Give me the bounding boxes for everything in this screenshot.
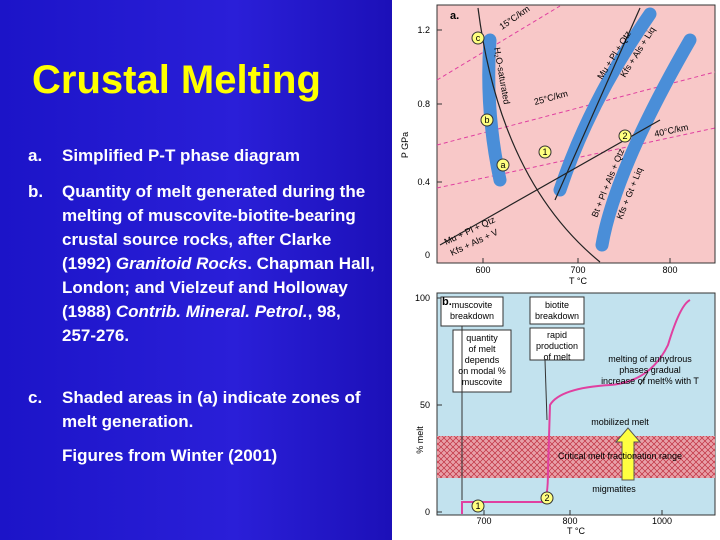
box-text: rapid: [547, 330, 567, 340]
label: Critical melt fractionation range: [558, 451, 682, 461]
box-text: muscovite: [452, 300, 493, 310]
marker: 1: [475, 501, 480, 511]
note: Figures from Winter (2001): [62, 446, 278, 465]
item: a. Simplified P-T phase diagram: [28, 144, 378, 168]
text-segment: , 98, 257-276.: [62, 302, 341, 345]
box-text: breakdown: [450, 311, 494, 321]
item-text: Simplified P-T phase diagram: [62, 144, 378, 168]
marker: b: [484, 115, 489, 125]
x-axis-label: T °C: [567, 526, 585, 536]
y-tick: 1.2: [417, 25, 430, 35]
box-text: of melt: [543, 352, 571, 362]
y-tick: 0: [425, 507, 430, 517]
box-text: increase of melt% with T: [601, 376, 699, 386]
marker: 1: [542, 147, 547, 157]
y-tick: 100: [415, 293, 430, 303]
marker: a: [500, 160, 505, 170]
x-tick: 700: [570, 265, 585, 275]
melt-curve: [461, 299, 691, 514]
box-text: biotite: [545, 300, 569, 310]
text-panel: Crustal Melting a. Simplified P-T phase d…: [0, 0, 392, 540]
x-tick: 600: [475, 265, 490, 275]
box-text: quantity: [466, 333, 498, 343]
text-segment: Shaded areas in (a) indicate zones of me…: [62, 388, 361, 431]
item-label: b.: [28, 182, 44, 201]
y-tick: 50: [420, 400, 430, 410]
text-segment: . Chapman Hall, London; and Vielzeuf and…: [62, 254, 375, 321]
x-axis-label: T °C: [569, 276, 587, 286]
box-text: muscovite: [462, 377, 503, 387]
text-segment: Granitoid Rocks: [115, 254, 248, 273]
text-segment: Quantity of melt generated during the me…: [62, 182, 366, 273]
text-segment: Contrib. Mineral. Petrol.: [115, 302, 308, 321]
marker: 2: [622, 131, 627, 141]
critical-range: [437, 436, 715, 478]
box-text: depends: [465, 355, 500, 365]
item: b. Quantity of melt generated during the …: [28, 180, 378, 348]
label: migmatites: [592, 484, 636, 494]
x-tick: 700: [476, 516, 491, 526]
box-text: production: [536, 341, 578, 351]
item-label: c.: [28, 388, 43, 407]
label: mobilized melt: [591, 417, 649, 427]
item-label: a.: [28, 146, 43, 165]
box-text: of melt: [468, 344, 496, 354]
panel-label: a.: [450, 10, 459, 22]
y-tick: 0: [425, 250, 430, 260]
item-text: Quantity of melt generated during the me…: [62, 180, 378, 348]
x-tick: 800: [562, 516, 577, 526]
x-tick: 800: [662, 265, 677, 275]
item-text: Shaded areas in (a) indicate zones of me…: [62, 386, 378, 434]
slide-title: Crustal Melting: [32, 58, 321, 102]
y-tick: 0.8: [417, 99, 430, 109]
box-text: on modal %: [458, 366, 506, 376]
x-tick: 1000: [652, 516, 672, 526]
marker: 2: [544, 493, 549, 503]
arrow: [614, 427, 642, 481]
box-text: breakdown: [535, 311, 579, 321]
marker: c: [476, 33, 481, 43]
y-tick: 0.4: [417, 177, 430, 187]
panel-label: b.: [442, 296, 452, 308]
item: c. Shaded areas in (a) indicate zones of …: [28, 386, 378, 434]
box-text: melting of anhydrous: [608, 354, 692, 364]
y-axis-label: % melt: [415, 426, 425, 454]
y-axis-label: P GPa: [400, 132, 410, 158]
box-text: phases gradual: [619, 365, 681, 375]
text-segment: Simplified P-T phase diagram: [62, 146, 301, 165]
